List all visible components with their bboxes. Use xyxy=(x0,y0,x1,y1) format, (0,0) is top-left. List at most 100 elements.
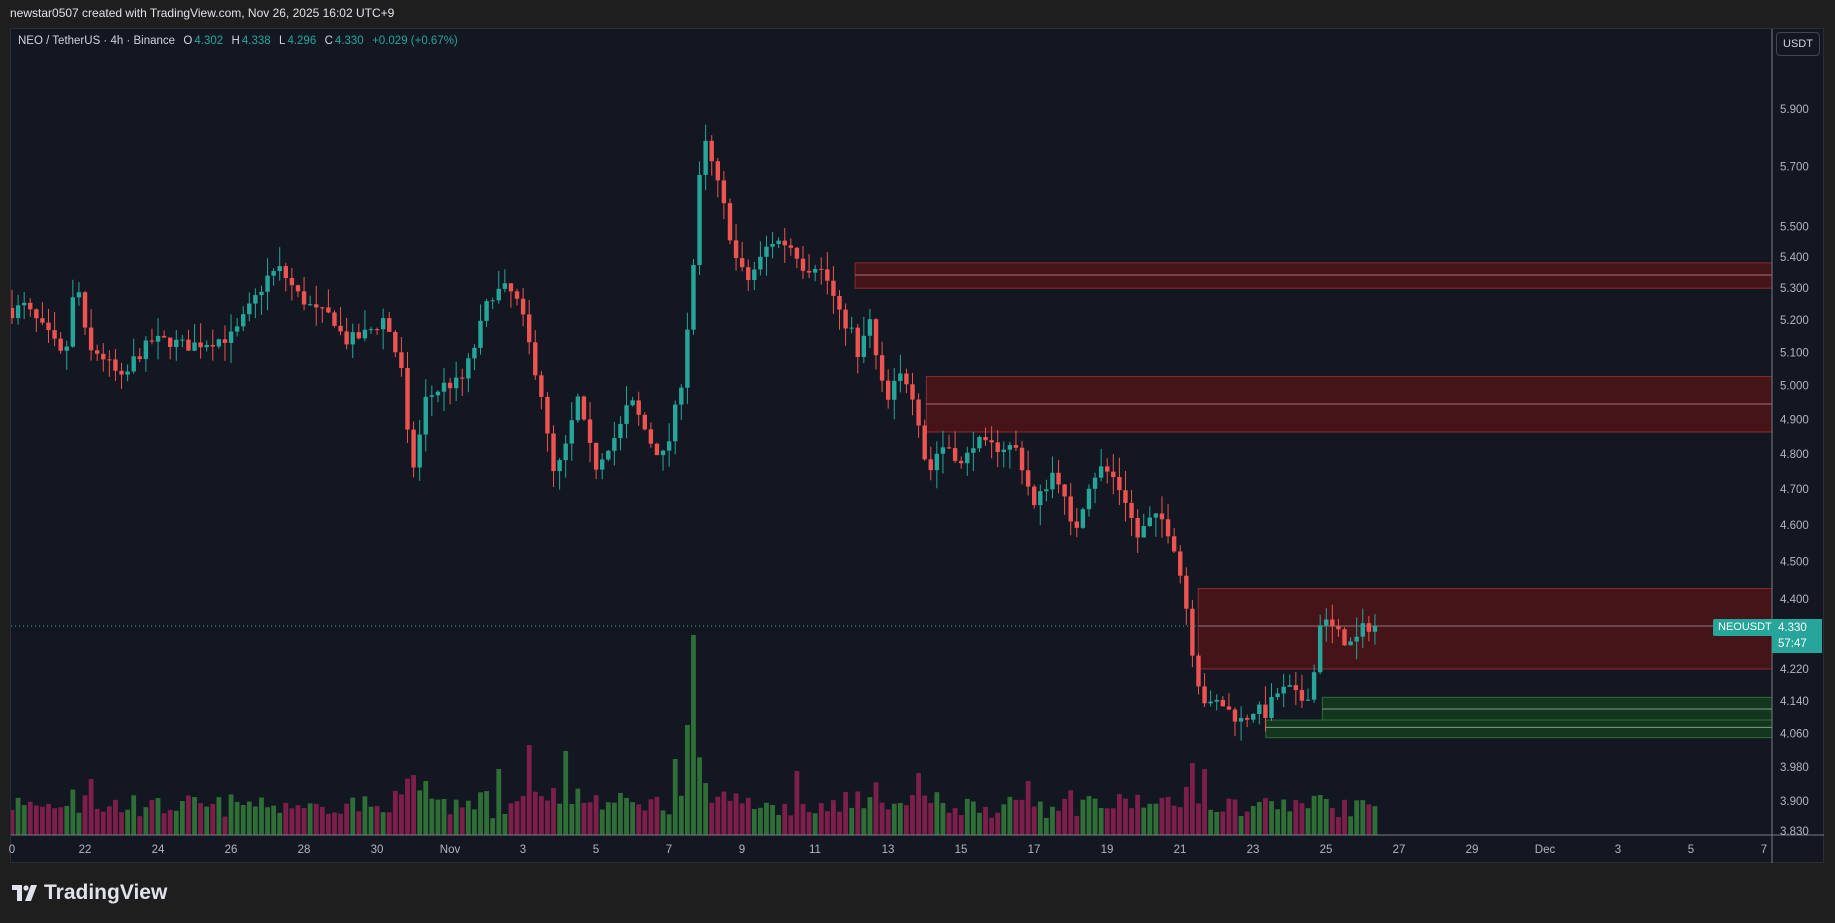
volume-bar xyxy=(1171,805,1177,835)
candle-down xyxy=(739,258,745,268)
candle-up xyxy=(1251,713,1256,720)
volume-bar xyxy=(137,816,143,835)
currency-button[interactable]: USDT xyxy=(1776,32,1820,56)
time-tick-label: 30 xyxy=(371,844,384,856)
volume-bar xyxy=(210,803,216,835)
price-tick-label: 5.400 xyxy=(1780,252,1809,264)
candle-down xyxy=(119,370,124,375)
candle-down xyxy=(301,291,307,305)
volume-bar xyxy=(472,809,477,835)
candle-down xyxy=(526,314,532,343)
volume-bar xyxy=(1080,799,1086,835)
volume-bar xyxy=(837,811,842,835)
candle-down xyxy=(910,384,915,400)
candle-down xyxy=(332,312,337,326)
candle-down xyxy=(1202,686,1207,704)
volume-layer xyxy=(11,635,1378,835)
candle-up xyxy=(1372,625,1378,632)
last-price-tag: 4.330 57:47 xyxy=(1772,619,1822,653)
time-tick-label: 11 xyxy=(809,844,821,856)
volume-bar xyxy=(800,804,806,835)
candle-up xyxy=(1147,517,1153,527)
candle-down xyxy=(405,367,410,430)
candle-up xyxy=(496,288,501,301)
price-tick-label: 4.800 xyxy=(1780,449,1809,461)
candle-up xyxy=(228,331,234,343)
volume-bar xyxy=(551,787,556,835)
candle-up xyxy=(703,140,708,175)
volume-bar xyxy=(1013,799,1019,835)
candle-down xyxy=(1111,471,1116,478)
price-axis[interactable]: 5.900 5.700 5.500 5.400 5.300 5.200 5.100 5.000… xyxy=(1780,104,1809,838)
candle-up xyxy=(478,320,483,348)
volume-bar xyxy=(167,809,173,835)
candle-up xyxy=(1317,625,1323,673)
candle-down xyxy=(1056,472,1061,485)
candle-up xyxy=(204,344,209,348)
candle-down xyxy=(295,285,301,292)
time-tick-label: 0 xyxy=(9,844,15,856)
volume-bar xyxy=(1360,800,1366,835)
volume-bar xyxy=(989,817,995,835)
volume-bar xyxy=(435,799,441,835)
candle-up xyxy=(259,291,264,296)
volume-bar xyxy=(849,807,855,835)
price-tick-label: 4.140 xyxy=(1780,696,1809,708)
candle-up xyxy=(1153,513,1159,518)
volume-bar xyxy=(794,771,800,835)
volume-bar xyxy=(453,799,459,835)
volume-bar xyxy=(636,804,642,835)
volume-bar xyxy=(1263,798,1268,835)
volume-bar xyxy=(423,781,429,835)
symbol-legend: NEO / TetherUS · 4h · Binance O 4.302 H 4.… xyxy=(18,35,460,47)
volume-bar xyxy=(721,791,727,835)
candle-up xyxy=(155,335,161,342)
volume-bar xyxy=(1147,803,1153,835)
candle-down xyxy=(289,278,295,286)
brand-name: TradingView xyxy=(44,881,168,904)
volume-bar xyxy=(1287,811,1293,835)
candle-up xyxy=(1305,699,1311,701)
volume-bar xyxy=(368,806,374,835)
zones-layer xyxy=(854,262,1772,739)
tradingview-logo[interactable]: TradingView xyxy=(12,881,167,905)
candle-down xyxy=(137,356,142,360)
candle-down xyxy=(581,396,587,420)
candle-down xyxy=(709,140,714,162)
volume-bar xyxy=(538,796,544,835)
candle-up xyxy=(971,448,976,453)
volume-bar xyxy=(891,803,897,835)
candle-down xyxy=(508,283,514,292)
volume-bar xyxy=(1050,806,1055,835)
volume-bar xyxy=(149,800,155,835)
volume-bar xyxy=(605,802,611,835)
candle-up xyxy=(1257,704,1262,714)
time-axis[interactable]: 0 22 24 26 28 30 Nov 3 5 7 9 11 13 15 17 19 21 23 25 27 29 De… xyxy=(9,844,1767,856)
volume-bar xyxy=(21,805,27,835)
symbol-title[interactable]: NEO / TetherUS · 4h · Binance xyxy=(18,35,176,47)
candle-up xyxy=(764,246,769,257)
candle-up xyxy=(1007,445,1013,450)
time-tick-label: 7 xyxy=(1761,844,1767,856)
candle-up xyxy=(569,420,574,444)
volume-bar xyxy=(1281,799,1287,835)
price-tick-label: 5.900 xyxy=(1780,104,1809,116)
price-tick-label: 4.400 xyxy=(1780,594,1809,606)
volume-bar xyxy=(301,808,307,835)
volume-bar xyxy=(1299,803,1305,835)
volume-bar xyxy=(1220,811,1226,835)
time-tick-label: 3 xyxy=(520,844,526,856)
volume-bar xyxy=(125,809,131,835)
volume-bar xyxy=(946,812,952,835)
candle-down xyxy=(40,318,45,323)
candle-up xyxy=(892,380,897,400)
candle-down xyxy=(52,330,57,339)
candle-down xyxy=(393,331,398,353)
volume-bar xyxy=(332,812,337,835)
volume-bar xyxy=(977,812,982,835)
time-tick-label: 22 xyxy=(79,844,92,856)
low-value: 4.296 xyxy=(287,35,317,47)
volume-bar xyxy=(1250,806,1256,835)
supply-zone-0 xyxy=(854,262,1772,289)
